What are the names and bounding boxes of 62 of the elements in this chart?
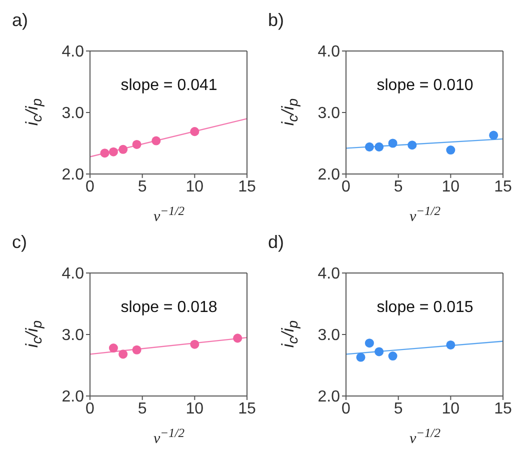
- y-tick-label: 2.0: [318, 166, 340, 184]
- x-tick-label: 10: [442, 400, 460, 418]
- y-tick-label: 4.0: [318, 266, 340, 283]
- x-tick-label: 0: [342, 178, 351, 196]
- point: [408, 140, 417, 150]
- point: [374, 347, 384, 356]
- x-tick-label: 5: [138, 400, 147, 418]
- annotation: slope = 0.018: [120, 299, 218, 318]
- chart-title: d): [268, 232, 284, 253]
- point: [190, 340, 200, 349]
- point: [118, 350, 128, 359]
- x-tick-label: 15: [238, 400, 256, 418]
- point: [364, 142, 374, 152]
- y-tick-label: 2.0: [62, 388, 84, 406]
- y-tick-label: 3.0: [62, 327, 84, 344]
- point: [132, 140, 142, 149]
- point: [152, 136, 161, 146]
- point: [100, 148, 110, 158]
- y-tick-label: 3.0: [62, 105, 84, 122]
- x-tick-label: 15: [238, 178, 256, 196]
- point: [132, 345, 142, 354]
- point: [388, 138, 398, 148]
- chart-title: c): [12, 232, 27, 253]
- y-tick-label: 2.0: [62, 166, 84, 184]
- point: [356, 352, 366, 362]
- x-tick-label: 0: [342, 400, 351, 418]
- point: [108, 147, 118, 156]
- x-axis-title: ν$^{−1/2}$: [152, 426, 186, 448]
- point: [190, 127, 200, 136]
- annotation: slope = 0.041: [120, 77, 218, 96]
- x-axis-title: ν$^{−1/2}$: [152, 204, 186, 226]
- y-tick-label: 2.0: [318, 388, 340, 406]
- x-axis-title: ν$^{−1/2}$: [408, 204, 442, 226]
- point: [364, 338, 374, 348]
- chart-title: a): [12, 10, 28, 31]
- chart-title: b): [268, 10, 284, 31]
- point: [446, 146, 456, 155]
- point: [446, 340, 456, 350]
- y-tick-label: 4.0: [62, 266, 84, 283]
- x-tick-label: 5: [394, 400, 403, 418]
- x-axis-title: ν$^{−1/2}$: [408, 426, 442, 448]
- x-tick-label: 15: [494, 400, 512, 418]
- x-tick-label: 0: [86, 400, 95, 418]
- x-tick-label: 5: [394, 178, 403, 196]
- annotation: slope = 0.015: [376, 299, 474, 318]
- y-tick-label: 3.0: [318, 327, 340, 344]
- point: [374, 142, 384, 152]
- point: [118, 144, 128, 154]
- point: [489, 130, 498, 140]
- x-tick-label: 10: [442, 178, 460, 196]
- x-tick-label: 0: [86, 178, 95, 196]
- y-tick-label: 3.0: [318, 105, 340, 122]
- point: [108, 344, 118, 353]
- x-tick-label: 10: [186, 178, 204, 196]
- annotation: slope = 0.010: [376, 77, 474, 96]
- x-tick-label: 10: [186, 400, 204, 418]
- x-tick-label: 15: [494, 178, 512, 196]
- y-tick-label: 4.0: [318, 44, 340, 61]
- point: [233, 334, 242, 343]
- y-tick-label: 4.0: [62, 44, 84, 61]
- x-tick-label: 5: [138, 178, 147, 196]
- point: [388, 352, 398, 361]
